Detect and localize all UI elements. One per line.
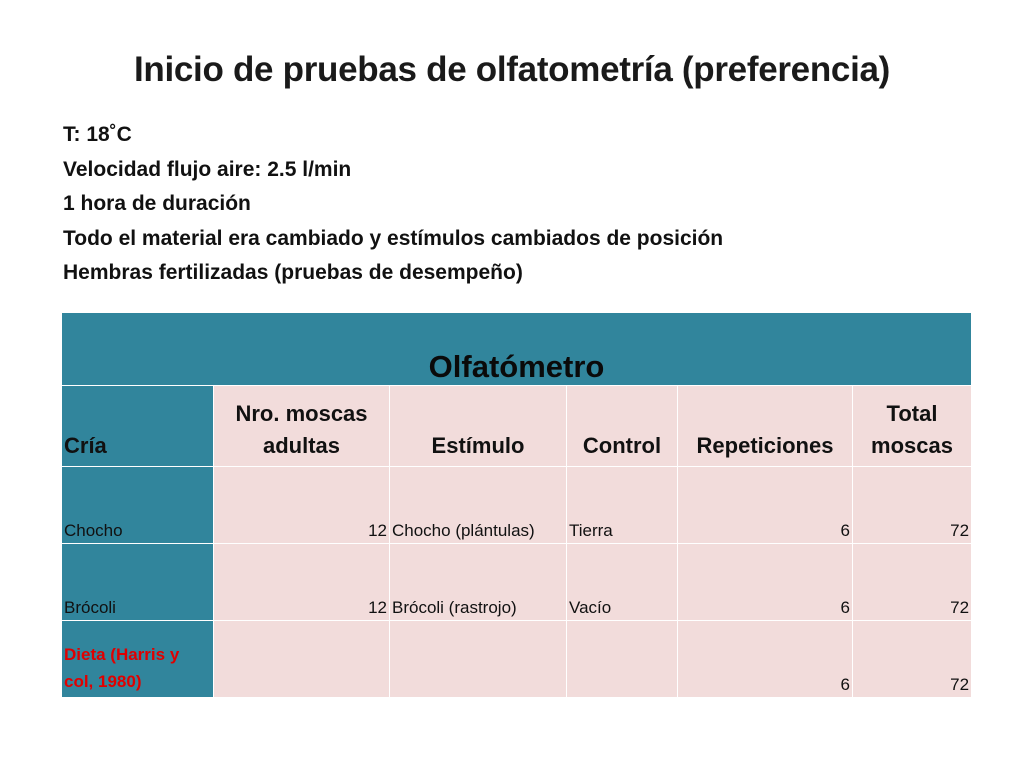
row-nro-moscas (213, 620, 390, 698)
header-total-line1: Total (886, 401, 938, 426)
header-nro-moscas: Nro. moscas adultas (213, 385, 390, 467)
row-cria: Brócoli (61, 543, 214, 621)
row-cria: Chocho (61, 466, 214, 544)
table-banner: Olfatómetro (60, 312, 973, 386)
info-temperature: T: 18˚C (63, 123, 132, 146)
header-total-moscas: Total moscas (851, 385, 973, 467)
info-airflow: Velocidad flujo aire: 2.5 l/min (63, 157, 352, 181)
table-row: Dieta (Harris y col, 1980) 6 72 (61, 620, 973, 698)
row-cria-line2: col, 1980) (64, 672, 142, 691)
table-row: Chocho 12 Chocho (plántulas) Tierra 6 72 (61, 466, 973, 544)
info-duration: 1 hora de duración (63, 192, 251, 215)
header-cria: Cría (61, 385, 214, 467)
header-nro-moscas-line2: adultas (262, 433, 341, 458)
test-conditions: T: 18˚C Velocidad flujo aire: 2.5 l/min … (63, 118, 963, 291)
info-material: Todo el material era cambiado y estímulo… (63, 226, 724, 250)
header-nro-moscas-line1: Nro. moscas (235, 401, 368, 426)
row-total: 72 (851, 466, 973, 544)
header-total-line2: moscas (871, 433, 953, 458)
olfactometer-table: Olfatómetro Cría Nro. moscas adultas Estí… (60, 312, 973, 698)
row-repeticiones: 6 (677, 543, 853, 621)
table-row: Brócoli 12 Brócoli (rastrojo) Vacío 6 72 (61, 543, 973, 621)
row-total: 72 (851, 620, 973, 698)
row-total: 72 (851, 543, 973, 621)
row-repeticiones: 6 (677, 466, 853, 544)
row-control: Vacío (566, 543, 678, 621)
row-control: Tierra (566, 466, 678, 544)
row-estimulo: Chocho (plántulas) (389, 466, 567, 544)
header-estimulo: Estímulo (389, 385, 567, 467)
row-cria-line1: Dieta (Harris y (64, 645, 180, 664)
row-repeticiones: 6 (677, 620, 853, 698)
info-females: Hembras fertilizadas (pruebas de desempe… (63, 261, 523, 284)
row-cria: Dieta (Harris y col, 1980) (61, 620, 214, 698)
row-nro-moscas: 12 (213, 543, 390, 621)
row-control (566, 620, 678, 698)
row-estimulo (389, 620, 567, 698)
header-repeticiones: Repeticiones (677, 385, 853, 467)
header-row: Cría Nro. moscas adultas Estímulo Control… (61, 385, 973, 467)
row-nro-moscas: 12 (213, 466, 390, 544)
header-control: Control (566, 385, 678, 467)
slide-title: Inicio de pruebas de olfatometría (prefe… (133, 50, 891, 89)
row-estimulo: Brócoli (rastrojo) (389, 543, 567, 621)
